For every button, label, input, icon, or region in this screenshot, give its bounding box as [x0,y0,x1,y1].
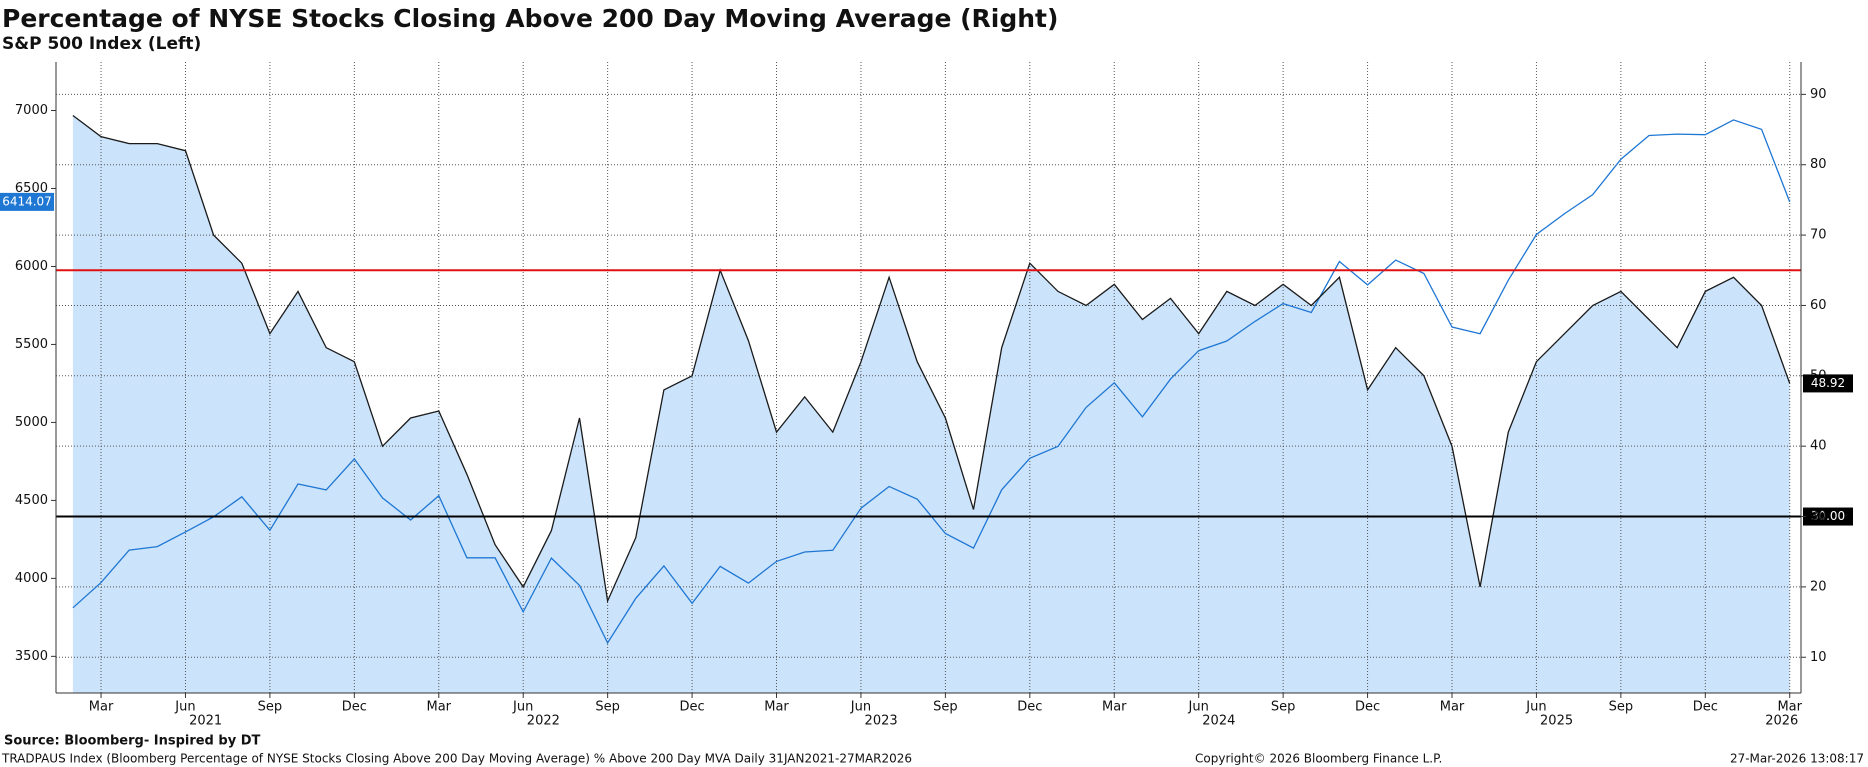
x-tick-label: Dec [1355,700,1380,715]
x-tick-label: Jun [1188,700,1209,715]
last-value-label: 48.92 [1811,376,1845,390]
x-tick-label: Mar [1777,700,1802,715]
year-label: 2022 [527,714,560,729]
x-tick-label: Mar [1102,700,1127,715]
x-tick-label: Sep [1609,700,1634,715]
y2-tick-label: 30 [1810,509,1827,524]
year-label: 2023 [865,714,898,729]
footer-left: TRADPAUS Index (Bloomberg Percentage of … [1,752,912,766]
y-tick-label: 4500 [15,493,48,508]
x-tick-label: Mar [427,700,452,715]
y-tick-label: 4000 [15,571,48,586]
x-tick-label: Dec [1017,700,1042,715]
last-value-label: 6414.07 [2,194,52,208]
y2-tick-label: 20 [1810,579,1827,594]
x-tick-label: Sep [933,700,958,715]
year-label: 2026 [1765,714,1798,729]
y-tick-label: 3500 [15,649,48,664]
x-tick-label: Jun [850,700,871,715]
year-label: 2024 [1202,714,1235,729]
y-tick-label: 5500 [15,337,48,352]
x-tick-label: Dec [680,700,705,715]
value-badge [1803,374,1853,393]
y2-tick-label: 40 [1810,439,1827,454]
footer-right: 27-Mar-2026 13:08:17 [1730,752,1864,766]
x-tick-label: Sep [258,700,283,715]
x-tick-label: Jun [1525,700,1546,715]
source: Source: Bloomberg- Inspired by DT [4,734,260,749]
x-tick-label: Mar [1440,700,1465,715]
y2-tick-label: 90 [1810,87,1827,102]
x-tick-label: Dec [1693,700,1718,715]
y-tick-label: 6500 [15,181,48,196]
x-tick-label: Dec [342,700,367,715]
y2-tick-label: 80 [1810,157,1827,172]
x-tick-label: Mar [764,700,789,715]
line [72,114,1791,604]
reference-label: 30.00 [1811,509,1845,523]
y2-tick-label: 60 [1810,298,1827,313]
x-tick-label: Mar [89,700,114,715]
x-tick-label: Sep [1271,700,1296,715]
footer-center: Copyright© 2026 Bloomberg Finance L.P. [1195,752,1442,766]
value-badge [1803,507,1853,526]
y-tick-label: 7000 [15,103,48,118]
year-label: 2021 [189,714,222,729]
y2-tick-label: 70 [1810,228,1827,243]
chart-title: Percentage of NYSE Stocks Closing Above … [2,4,1058,33]
year-label: 2025 [1540,714,1573,729]
x-tick-label: Jun [174,700,195,715]
value-badge [0,192,54,211]
x-tick-label: Sep [595,700,620,715]
area [72,115,1790,693]
y-tick-label: 5000 [15,415,48,430]
y2-tick-label: 10 [1810,650,1827,665]
y-tick-label: 6000 [15,259,48,274]
x-tick-label: Jun [512,700,533,715]
chart-subtitle: S&P 500 Index (Left) [2,34,201,54]
